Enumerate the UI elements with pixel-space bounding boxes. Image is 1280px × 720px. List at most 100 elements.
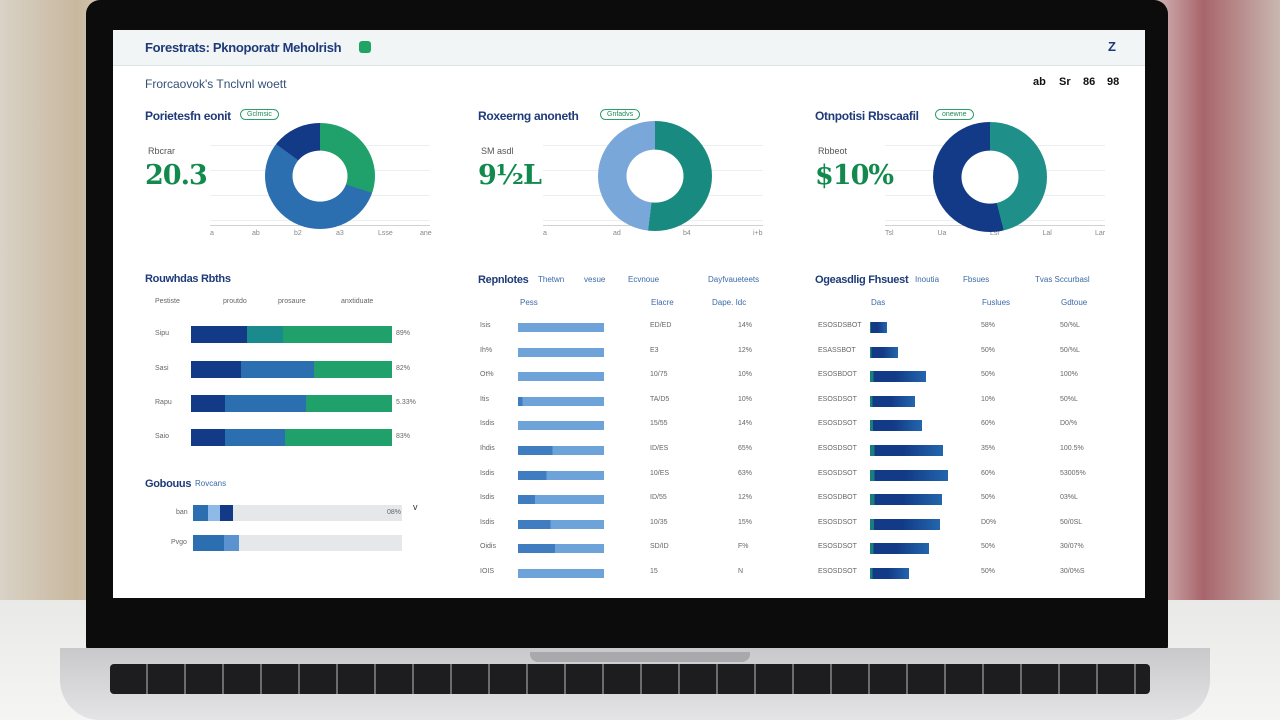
axis-tick-label: Ua: [937, 230, 947, 237]
mid-header-1[interactable]: Pess: [520, 298, 538, 307]
app-title: Forestrats: Pknoporatr Meholrish: [145, 40, 342, 55]
table-row-label: Itis: [480, 395, 489, 403]
bar-segment: [191, 429, 226, 446]
table-row-bar: [870, 543, 929, 555]
table-row-percent: D0/%: [1060, 420, 1078, 428]
bar-value: 89%: [396, 330, 411, 337]
bar-segment: [225, 429, 286, 446]
mid-header-3[interactable]: Dape. Idc: [712, 298, 747, 307]
legend-item: prosaure: [278, 298, 306, 305]
table-row-label: ESOSDBOT: [818, 494, 857, 502]
bar-label: Saio: [155, 433, 170, 440]
toolbar-icon-4[interactable]: 98: [1107, 76, 1120, 88]
right-tab[interactable]: Inoutia: [915, 275, 940, 284]
mid-table-title: Repnlotes: [478, 274, 529, 286]
status-badge-icon: [359, 41, 371, 53]
table-row-percent: 30/0%S: [1060, 568, 1085, 575]
laptop-hinge: [530, 652, 750, 662]
right-header-3[interactable]: Gdtoue: [1061, 298, 1088, 307]
expand-icon[interactable]: v: [413, 502, 418, 512]
legend-item: Pestiste: [155, 298, 180, 305]
header-bar: [113, 30, 1145, 66]
progress-fill: [193, 535, 225, 551]
table-row-bar: [870, 518, 941, 530]
gobouus-link[interactable]: Rovcans: [195, 479, 227, 488]
right-col2-title[interactable]: Fbsues: [963, 275, 990, 284]
table-row-label: Ihdis: [480, 445, 495, 452]
table-row-label: ESOSDSOT: [818, 568, 857, 575]
table-row-value: 35%: [981, 445, 996, 452]
right-header-1[interactable]: Das: [871, 298, 886, 307]
toolbar-icon-2[interactable]: Sr: [1059, 76, 1071, 88]
bar-segment: [283, 326, 392, 343]
bar-label: Rapu: [155, 399, 172, 406]
table-row-label: ESOSDSBOT: [818, 322, 862, 329]
table-row-label: ESOSDSOT: [818, 445, 857, 452]
kpi-label: SM asdl: [481, 146, 514, 156]
table-row-bar: [870, 568, 909, 579]
card-filter-badge[interactable]: Gnfadvs: [600, 109, 641, 120]
table-row-bar: [518, 446, 604, 455]
progress-fill: [224, 535, 239, 551]
axis-tick-label: Lsse: [378, 230, 393, 237]
mid-col3-title[interactable]: Dayfvaueteets: [708, 275, 760, 284]
table-row-label: Isdis: [480, 518, 495, 526]
bar-segment: [225, 395, 306, 412]
progress-bar: [193, 505, 402, 521]
table-row-value: 10/35: [650, 518, 668, 526]
stacked-bar: [191, 361, 392, 378]
axis-tick-label: a: [210, 230, 214, 237]
toolbar-icon-1[interactable]: ab: [1033, 76, 1046, 88]
table-row-label: Ih%: [480, 346, 493, 354]
donut-chart: [933, 122, 1047, 232]
table-row-percent: 100%: [1060, 371, 1078, 379]
legend-item: anxtiduate: [341, 298, 374, 305]
mid-tab-2[interactable]: vesue: [584, 275, 606, 284]
table-row-bar: [518, 347, 604, 357]
toolbar-icon-3[interactable]: 86: [1083, 76, 1096, 88]
table-row-value: 50%: [981, 346, 996, 354]
table-row-bar: [518, 544, 604, 554]
donut-chart: [265, 123, 375, 229]
table-row-value: 10/ES: [650, 469, 670, 477]
table-row-percent: 10%: [738, 371, 753, 379]
right-header-2[interactable]: Fuslues: [982, 298, 1011, 307]
bar-label: Sipu: [155, 330, 170, 337]
table-row-label: ESOSDSOT: [818, 395, 857, 403]
bar-segment: [241, 361, 314, 378]
axis-tick-label: Lar: [1095, 230, 1106, 237]
kpi-value: 20.3: [145, 160, 208, 191]
card-filter-badge[interactable]: Gclmsic: [240, 109, 279, 120]
mid-header-2[interactable]: Elacre: [651, 298, 674, 307]
card-filter-badge[interactable]: onewne: [935, 109, 974, 120]
table-row-percent: F%: [738, 543, 749, 551]
table-row-label: Ot%: [480, 371, 494, 379]
axis-tick-label: b4: [683, 230, 691, 237]
table-row-label: Isis: [480, 322, 491, 329]
axis-tick-label: ab: [252, 230, 260, 237]
table-row-bar: [870, 322, 888, 333]
table-row-percent: 100.5%: [1060, 445, 1084, 452]
table-row-percent: 14%: [738, 420, 753, 428]
progress-fill: [220, 505, 233, 521]
table-row-value: TA/D5: [650, 395, 670, 403]
mid-col2-title[interactable]: Ecvnoue: [628, 275, 660, 284]
table-row-label: ESOSDSOT: [818, 420, 857, 428]
bar-value: 83%: [396, 433, 411, 440]
laptop-keyboard: [110, 664, 1150, 694]
table-row-value: SD/ID: [650, 543, 669, 551]
table-row-bar: [518, 323, 604, 332]
table-row-value: ID/ES: [650, 445, 669, 452]
mid-tab-1[interactable]: Thetwn: [538, 275, 565, 284]
table-row-value: 15/55: [650, 420, 668, 428]
table-row-value: D0%: [981, 518, 997, 526]
table-row-bar: [518, 396, 604, 406]
table-row-percent: 12%: [738, 494, 753, 502]
stacked-bar: [191, 395, 392, 412]
table-row-percent: 10%: [738, 395, 753, 403]
table-row-percent: 30/07%: [1060, 543, 1084, 551]
table-row-percent: 50/%L: [1060, 322, 1080, 329]
right-col3-title[interactable]: Tvas Sccurbasl: [1035, 275, 1090, 284]
close-icon[interactable]: Z: [1108, 39, 1116, 54]
table-row-value: 15: [650, 568, 658, 575]
